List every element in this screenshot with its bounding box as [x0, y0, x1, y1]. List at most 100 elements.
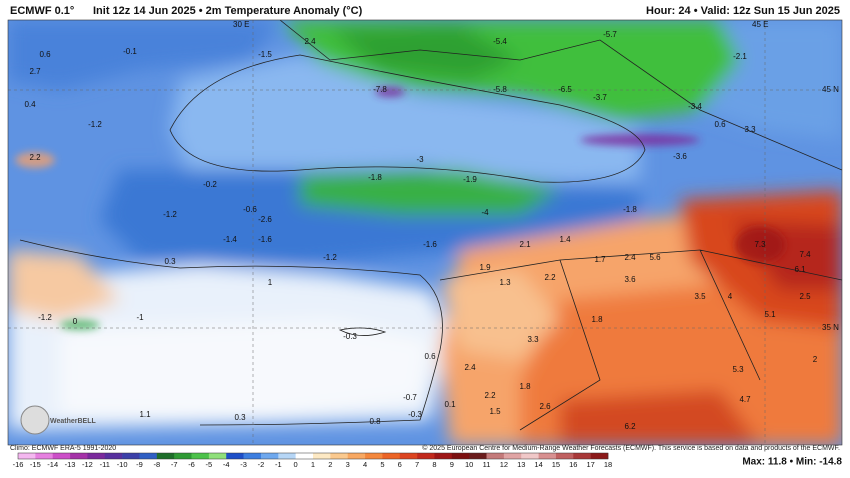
colorbar-swatch	[434, 453, 453, 459]
anomaly-label: 1.7	[594, 255, 606, 264]
anomaly-label: 1.8	[591, 315, 603, 324]
anomaly-label: 1.1	[139, 410, 151, 419]
colorbar-swatch	[260, 453, 279, 459]
colorbar-swatch	[399, 453, 418, 459]
colorbar-label: 9	[450, 460, 454, 469]
anomaly-label: -3.7	[593, 93, 607, 102]
anomaly-label: -3.6	[673, 152, 687, 161]
colorbar-label: -13	[65, 460, 76, 469]
colorbar-label: 6	[398, 460, 402, 469]
anomaly-label: 3.3	[527, 335, 539, 344]
colorbar-label: -1	[275, 460, 282, 469]
colorbar-swatch	[156, 453, 175, 459]
anomaly-label: -1.8	[623, 205, 637, 214]
anomaly-label: 0.6	[39, 50, 51, 59]
colorbar-label: -10	[117, 460, 128, 469]
colorbar-label: -7	[171, 460, 178, 469]
anomaly-label: -1.9	[463, 175, 477, 184]
anomaly-label: 0	[73, 317, 78, 326]
anomaly-label: 7.3	[754, 240, 766, 249]
colorbar-label: -3	[240, 460, 247, 469]
anomaly-label: 2.2	[29, 153, 41, 162]
anomaly-label: 2.4	[624, 253, 636, 262]
anomaly-label: 1.5	[489, 407, 501, 416]
anomaly-label: -5.7	[603, 30, 617, 39]
coastlines	[19, 20, 842, 431]
anomaly-label: -2.1	[733, 52, 747, 61]
anomaly-label: 2.7	[29, 67, 41, 76]
anomaly-label: -1.2	[88, 120, 102, 129]
colorbar-label: -4	[223, 460, 230, 469]
anomaly-label: -1.2	[38, 313, 52, 322]
colorbar-swatch	[52, 453, 71, 459]
anomaly-label: 2.2	[544, 273, 556, 282]
anomaly-label: 0.8	[369, 417, 381, 426]
colorbar-label: 13	[517, 460, 525, 469]
anomaly-label: -1.2	[163, 210, 177, 219]
grid-label: 45 N	[822, 85, 839, 94]
colorbar-swatch	[122, 453, 140, 459]
anomaly-label: -5.8	[493, 85, 507, 94]
anomaly-label: -0.3	[408, 410, 422, 419]
anomaly-label: -2.6	[258, 215, 272, 224]
colorbar-label: 5	[380, 460, 384, 469]
anomaly-label: -0.2	[203, 180, 217, 189]
colorbar-frame	[17, 452, 609, 460]
anomaly-label: -1	[136, 313, 144, 322]
anomaly-label: -0.7	[403, 393, 417, 402]
colorbar-swatch	[87, 453, 106, 459]
colorbar-label: 1	[311, 460, 315, 469]
colorbar-label: 10	[465, 460, 473, 469]
anomaly-label: 0.3	[164, 257, 176, 266]
logo: WeatherBELL	[50, 418, 96, 425]
colorbar-swatch	[590, 453, 609, 459]
graticule	[8, 20, 842, 445]
colorbar-swatch	[538, 453, 557, 459]
max-min: Max: 11.8 • Min: -14.8	[742, 457, 842, 468]
colorbar-label: 11	[483, 460, 491, 469]
anomaly-label: 2.2	[484, 391, 496, 400]
anomaly-label: 4	[728, 292, 733, 301]
colorbar-label: 4	[363, 460, 367, 469]
colorbar-label: 3	[346, 460, 350, 469]
colorbar-swatch	[330, 453, 349, 459]
colorbar-swatch	[243, 453, 262, 459]
grid-label: 45 E	[752, 20, 768, 29]
colorbar-swatch	[174, 453, 192, 459]
colorbar-label: 17	[586, 460, 594, 469]
anomaly-label: 2.4	[304, 37, 316, 46]
colorbar: -16 -15 -14 -13 -12 -11 -10 -9 -8 -7 -6 -5 -4 -3 -2 -1 0…	[13, 452, 612, 469]
colorbar-swatch	[191, 453, 210, 459]
map: 0.6 -0.1 2.7 0.4 -1.2 2.2 -1.5 2.4 -5.4 -5.7 -2.1 -…	[8, 20, 842, 445]
anomaly-label: -3.4	[688, 102, 702, 111]
colorbar-label: -2	[258, 460, 265, 469]
colorbar-swatch	[208, 453, 227, 459]
grid-label: 30 E	[233, 20, 249, 29]
colorbar-label: -16	[13, 460, 24, 469]
anomaly-label: 1.3	[499, 278, 511, 287]
colorbar-swatch	[417, 453, 435, 459]
colorbar-swatch	[70, 453, 88, 459]
anomaly-label: -1.6	[423, 240, 437, 249]
anomaly-label: 5.1	[764, 310, 776, 319]
colorbar-label: -14	[47, 460, 58, 469]
anomaly-label: 7.4	[799, 250, 811, 259]
logo-badge	[20, 405, 50, 435]
colorbar-swatch	[347, 453, 366, 459]
anomaly-label: 1.4	[559, 235, 571, 244]
map-frame	[7, 19, 843, 446]
anomaly-label: 0.1	[444, 400, 456, 409]
colorbar-label: 2	[328, 460, 332, 469]
colorbar-swatch	[365, 453, 383, 459]
anomaly-label: -0.1	[123, 47, 137, 56]
valid-time: Hour: 24 • Valid: 12z Sun 15 Jun 2025	[646, 5, 840, 17]
anomaly-label: -6.5	[558, 85, 572, 94]
colorbar-label: 18	[604, 460, 612, 469]
anomaly-label: 3.6	[624, 275, 636, 284]
anomaly-label: 2	[813, 355, 818, 364]
anomaly-label: -1.2	[323, 253, 337, 262]
colorbar-label: -12	[82, 460, 93, 469]
colorbar-label: -8	[153, 460, 160, 469]
colorbar-swatch	[278, 453, 296, 459]
